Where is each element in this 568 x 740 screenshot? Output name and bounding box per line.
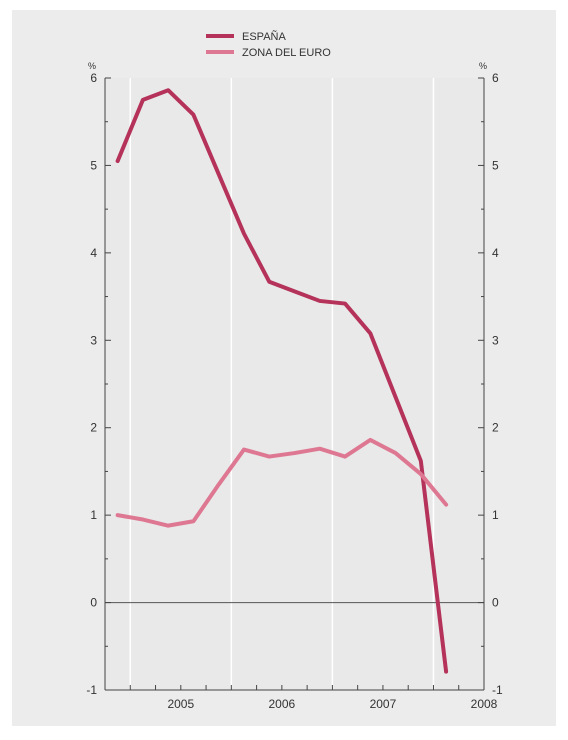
x-tick-label: 2006 (269, 697, 296, 711)
x-tick-label: 2007 (370, 697, 397, 711)
series-line-0 (115, 88, 449, 674)
y-tick-label-right: 0 (492, 596, 499, 610)
x-tick-label: 2008 (471, 697, 498, 711)
y-tick-label-right: 2 (492, 421, 499, 435)
legend-label: ESPAÑA (242, 30, 286, 43)
series-group (115, 88, 449, 674)
series-line-1 (115, 437, 449, 528)
y-unit-left: % (88, 61, 96, 71)
x-tick-label: 2005 (167, 697, 194, 711)
y-tick-label-left: -1 (86, 683, 97, 697)
axes: -1 -1 0 0 1 1 2 2 3 3 4 4 5 5 6 6% % 2005 2006 2007 2008 (86, 61, 503, 711)
legend-label: ZONA DEL EURO (242, 47, 331, 59)
y-tick-label-right: 1 (492, 508, 499, 522)
y-tick-label-right: -1 (492, 683, 503, 697)
y-tick-label-right: 6 (492, 71, 499, 85)
y-unit-right: % (479, 61, 487, 71)
y-tick-label-right: 4 (492, 246, 499, 260)
grid (129, 78, 435, 690)
y-tick-label-left: 2 (90, 421, 97, 435)
y-tick-label-left: 3 (90, 333, 97, 347)
y-tick-label-right: 3 (492, 333, 499, 347)
legend: ESPAÑA ZONA DEL EURO (206, 30, 331, 59)
y-tick-label-left: 5 (90, 158, 97, 172)
y-tick-label-left: 0 (90, 596, 97, 610)
y-tick-label-left: 4 (90, 246, 97, 260)
plot-area (105, 78, 484, 690)
y-tick-label-left: 6 (90, 71, 97, 85)
y-tick-label-left: 1 (90, 508, 97, 522)
y-tick-label-right: 5 (492, 158, 499, 172)
